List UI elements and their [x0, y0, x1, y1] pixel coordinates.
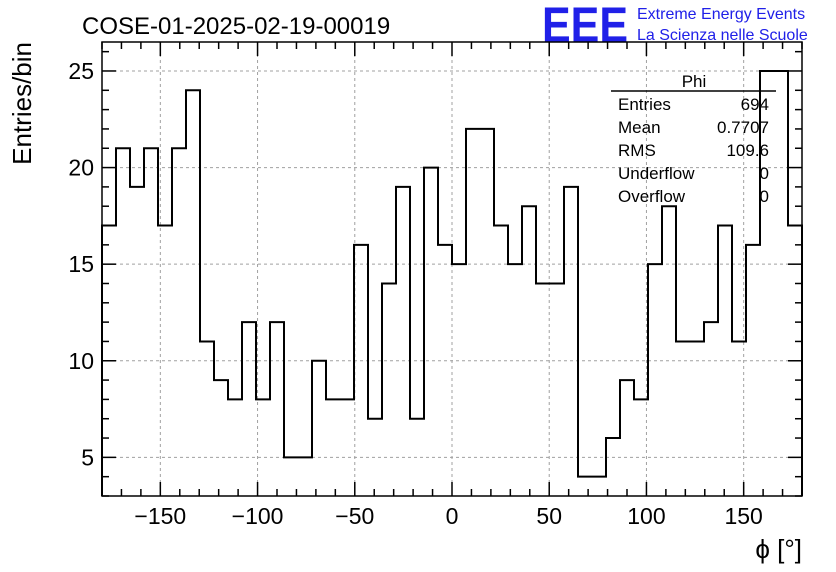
- stats-rows: Entries 694 Mean 0.7707 RMS 109.6 Underflow 0 Ov…: [618, 95, 769, 206]
- grid-lines: [102, 42, 802, 496]
- logo-line2: La Scienza nelle Scuole: [637, 27, 808, 44]
- x-tick-label: 100: [627, 503, 665, 529]
- x-tick-label: −150: [134, 503, 186, 529]
- x-tick-label: 0: [446, 503, 459, 529]
- x-tick-label: −50: [335, 503, 374, 529]
- y-axis-title: Entries/bin: [7, 42, 37, 165]
- x-axis-title: ϕ [°]: [755, 534, 802, 564]
- logo-eee: EEE: [542, 0, 628, 53]
- x-tick-label: 150: [724, 503, 762, 529]
- stats-value: 109.6: [726, 141, 769, 160]
- stats-label: Underflow: [618, 164, 695, 183]
- y-tick-label: 10: [68, 348, 94, 374]
- stats-label: Overflow: [618, 187, 686, 206]
- stats-label: Entries: [618, 95, 671, 114]
- y-tick-label: 5: [81, 444, 94, 470]
- chart-title: COSE-01-2025-02-19-00019: [82, 13, 390, 40]
- y-tick-label: 15: [68, 251, 94, 277]
- y-tick-label: 20: [68, 155, 94, 181]
- y-tick-label: 25: [68, 58, 94, 84]
- stats-label: RMS: [618, 141, 656, 160]
- stats-value: 694: [741, 95, 769, 114]
- stats-value: 0: [760, 187, 769, 206]
- x-tick-labels: −150 −100 −50 0 50 100 150: [134, 503, 762, 529]
- stats-box: Phi Entries 694 Mean 0.7707 RMS 109.6 Underflo…: [611, 72, 776, 206]
- y-tick-labels: 5 10 15 20 25: [68, 58, 94, 470]
- x-tick-label: −100: [232, 503, 284, 529]
- logo-line1: Extreme Energy Events: [637, 6, 805, 23]
- histogram-line: [101, 69, 803, 496]
- stats-value: 0: [760, 164, 769, 183]
- axis-ticks: [101, 42, 803, 497]
- eee-logo: EEE Extreme Energy Events La Scienza nel…: [542, 0, 808, 53]
- stats-label: Mean: [618, 118, 661, 137]
- stats-title: Phi: [682, 72, 707, 91]
- x-tick-label: 50: [536, 503, 562, 529]
- stats-value: 0.7707: [717, 118, 769, 137]
